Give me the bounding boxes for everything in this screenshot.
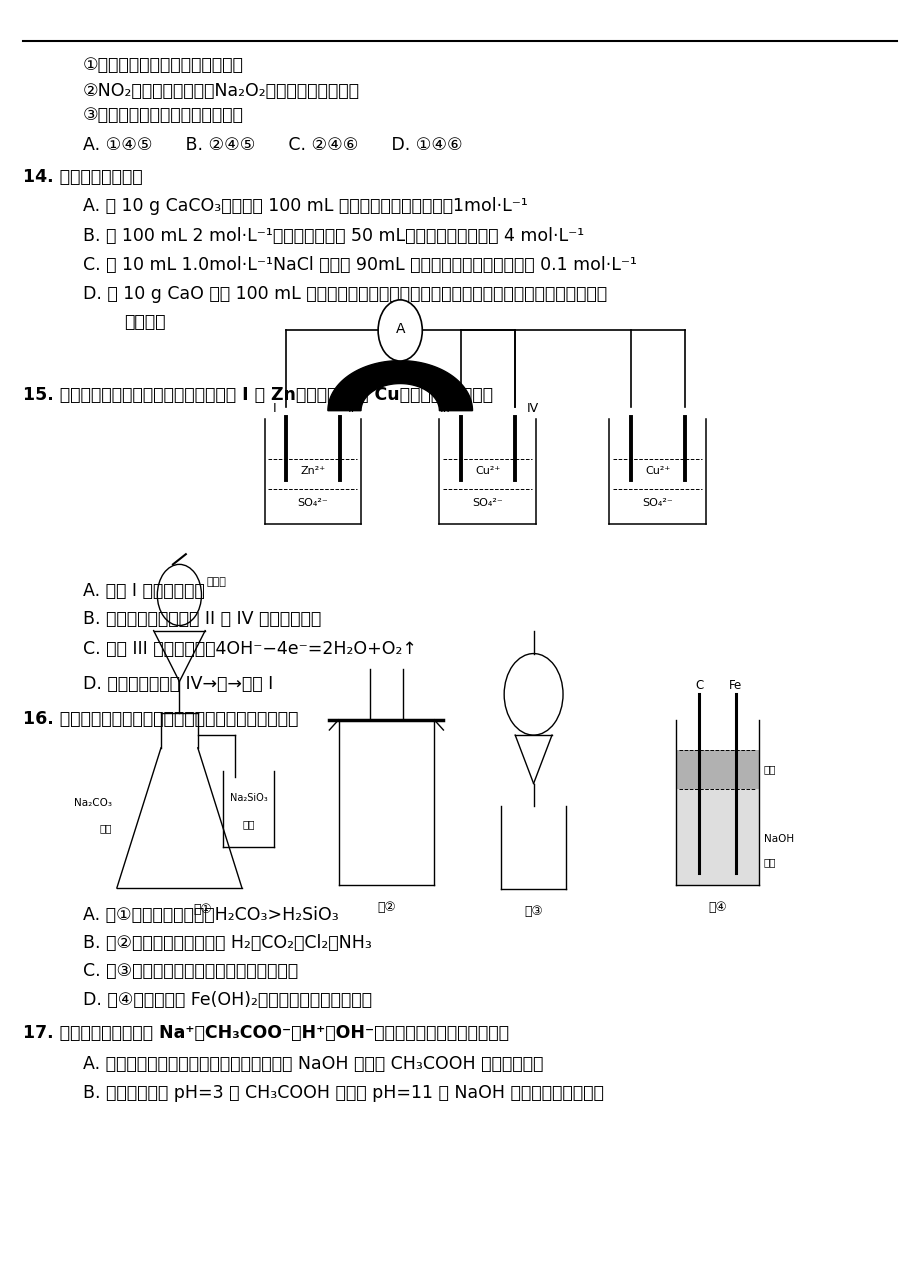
Text: A. 电极 I 发生氧化反应: A. 电极 I 发生氧化反应 [83,582,204,600]
Text: 图①: 图① [193,903,211,916]
Text: 14. 下列说法正确的是: 14. 下列说法正确的是 [23,168,142,186]
Text: 粉末: 粉末 [99,823,112,833]
Text: C. 电极 III 的电极反应：4OH⁻−4e⁻=2H₂O+O₂↑: C. 电极 III 的电极反应：4OH⁻−4e⁻=2H₂O+O₂↑ [83,640,416,657]
Text: IV: IV [526,401,539,414]
Text: A. 图①装置可验证酸性：H₂CO₃>H₂SiO₃: A. 图①装置可验证酸性：H₂CO₃>H₂SiO₃ [83,906,338,924]
Text: Na₂SiO₃: Na₂SiO₃ [229,792,267,803]
Text: Cu²⁺: Cu²⁺ [474,466,500,476]
Text: A. 将 10 g CaCO₃粉末加入 100 mL 水中，所得溶液的浓度为1mol·L⁻¹: A. 将 10 g CaCO₃粉末加入 100 mL 水中，所得溶液的浓度为1m… [83,197,528,215]
Text: C: C [695,679,702,692]
Text: B. 将 100 mL 2 mol·L⁻¹盐酸加热蕃发至 50 mL，所得溶液的浓度为 4 mol·L⁻¹: B. 将 100 mL 2 mol·L⁻¹盐酸加热蕃发至 50 mL，所得溶液的… [83,227,584,245]
Text: Na₂CO₃: Na₂CO₃ [74,798,112,808]
Text: SO₄²⁻: SO₄²⁻ [297,498,328,508]
Text: C. 将 10 mL 1.0mol·L⁻¹NaCl 溶液与 90mL 水混合，所得溶液的浓度为 0.1 mol·L⁻¹: C. 将 10 mL 1.0mol·L⁻¹NaCl 溶液与 90mL 水混合，所… [83,256,636,274]
Text: C. 图③装置可用于分离互不相溶的两种液体: C. 图③装置可用于分离互不相溶的两种液体 [83,962,298,980]
Text: SO₄²⁻: SO₄²⁻ [471,498,503,508]
Text: 图③: 图③ [524,905,542,917]
Bar [675,749,758,790]
Text: Cu²⁺: Cu²⁺ [644,466,670,476]
Polygon shape [327,361,472,410]
Text: 15. 某同学组装如图所示电化学装置，电极 I 为 Zn，其它电极均为 Cu。下列说法错误的是: 15. 某同学组装如图所示电化学装置，电极 I 为 Zn，其它电极均为 Cu。下… [23,386,493,404]
Text: 图④: 图④ [708,901,726,913]
Text: A: A [395,322,404,336]
Text: ①硏性氧化物一定是金属氧化物；: ①硏性氧化物一定是金属氧化物； [83,56,244,74]
Text: A. 该溶液一定由等物质的量浓度、等体积的 NaOH 溶液和 CH₃COOH 溶液混合而成: A. 该溶液一定由等物质的量浓度、等体积的 NaOH 溶液和 CH₃COOH 溶… [83,1055,542,1073]
Bar [675,790,758,885]
Circle shape [378,299,422,361]
Text: Zn²⁺: Zn²⁺ [300,466,325,476]
Text: D. 将 10 g CaO 加入 100 mL 饱和石灰水中，充分搔拌、静置并恢复到原来的温度，所得溶液的: D. 将 10 g CaO 加入 100 mL 饱和石灰水中，充分搔拌、静置并恢… [83,285,607,303]
Text: 柴油: 柴油 [763,764,776,775]
Text: Fe: Fe [729,679,742,692]
Text: III: III [439,401,450,414]
Text: D. 图④装置可制备 Fe(OH)₂并能较长时间保持其颜色: D. 图④装置可制备 Fe(OH)₂并能较长时间保持其颜色 [83,991,371,1009]
Text: 图②: 图② [377,901,395,913]
Text: 溶液: 溶液 [763,857,776,868]
Text: II: II [347,401,355,414]
Text: ②NO₂不是酸性氧化物、Na₂O₂不属于硏性氧化物；: ②NO₂不是酸性氧化物、Na₂O₂不属于硏性氧化物； [83,82,359,99]
Text: 盐桥: 盐桥 [392,338,407,350]
Text: 浓度不变: 浓度不变 [124,313,165,331]
Text: 16. 利用下列装置进行相应实验，不能达到实验目的的是: 16. 利用下列装置进行相应实验，不能达到实验目的的是 [23,710,298,727]
Text: 稀盐酸: 稀盐酸 [206,577,226,587]
Text: B. 图②装置可用于收集气体 H₂、CO₂、Cl₂、NH₃: B. 图②装置可用于收集气体 H₂、CO₂、Cl₂、NH₃ [83,934,371,952]
Text: A. ①④⑤      B. ②④⑤      C. ②④⑥      D. ①④⑥: A. ①④⑤ B. ②④⑤ C. ②④⑥ D. ①④⑥ [83,136,462,154]
Text: ③两种盐反应一定生成两种新盐。: ③两种盐反应一定生成两种新盐。 [83,106,244,124]
Text: D. 电流方向：电极 IV→Ⓐ→电极 I: D. 电流方向：电极 IV→Ⓐ→电极 I [83,675,273,693]
Text: 溶液: 溶液 [242,819,255,829]
Text: 17. 某硏性溶液中只含有 Na⁺、CH₃COO⁻、H⁺、OH⁻四种离子。下列描述正确的是: 17. 某硏性溶液中只含有 Na⁺、CH₃COO⁻、H⁺、OH⁻四种离子。下列描… [23,1024,508,1042]
Text: SO₄²⁻: SO₄²⁻ [641,498,673,508]
Text: I: I [273,401,277,414]
Text: B. 相同的时间内，电极 II 与 IV 质量变化相同: B. 相同的时间内，电极 II 与 IV 质量变化相同 [83,610,321,628]
Text: NaOH: NaOH [763,834,793,845]
Text: B. 该溶液一定由 pH=3 的 CH₃COOH 溶液与 pH=11 的 NaOH 溶液等体积混合而成: B. 该溶液一定由 pH=3 的 CH₃COOH 溶液与 pH=11 的 NaO… [83,1084,603,1102]
